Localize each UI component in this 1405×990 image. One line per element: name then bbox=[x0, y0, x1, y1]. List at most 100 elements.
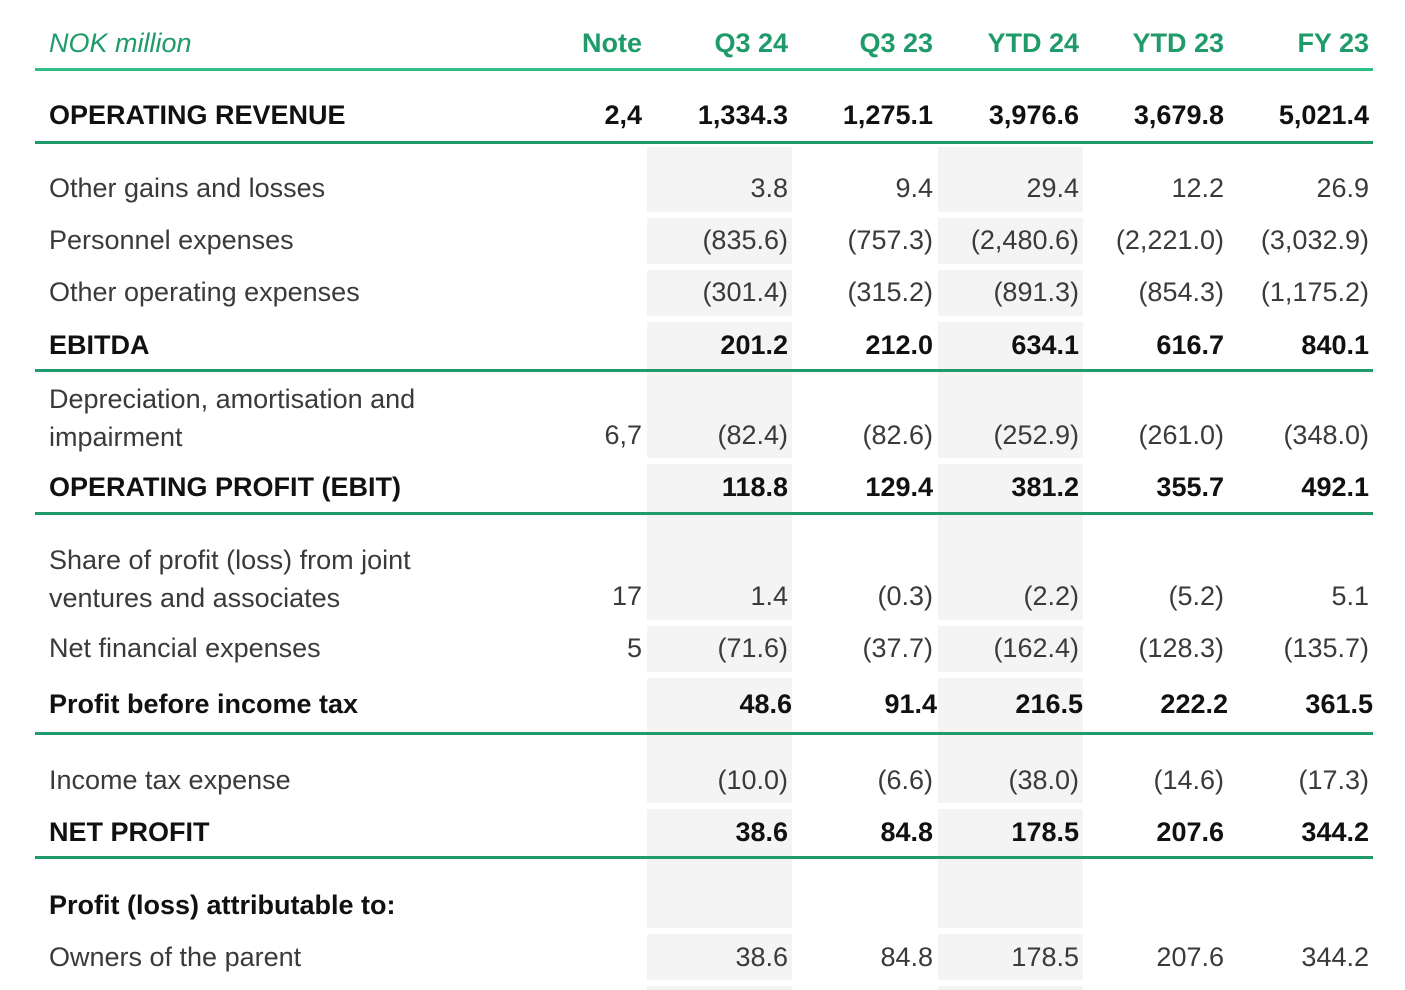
q3-24-cell: 1,334.3 bbox=[697, 100, 788, 130]
row-label: OPERATING REVENUE bbox=[49, 100, 346, 130]
ytd-24-cell: (162.4) bbox=[993, 633, 1079, 663]
q3-23-header: Q3 23 bbox=[859, 28, 933, 58]
row-gap bbox=[640, 212, 1090, 218]
q3-24-cell: (835.6) bbox=[702, 225, 788, 255]
note-cell: 6,7 bbox=[604, 420, 642, 450]
row-gap bbox=[640, 980, 1090, 986]
q3-24-cell: (301.4) bbox=[702, 277, 788, 307]
q3-23-cell: 91.4 bbox=[884, 689, 937, 719]
ytd-24-cell: 381.2 bbox=[1011, 472, 1079, 502]
fy-23-cell: 840.1 bbox=[1301, 330, 1369, 360]
ytd-24-cell: (2,480.6) bbox=[970, 225, 1079, 255]
ytd-24-cell: 178.5 bbox=[1011, 942, 1079, 972]
row-label: Other gains and losses bbox=[49, 173, 326, 203]
ytd-24-cell: (2.2) bbox=[1023, 581, 1079, 611]
fy-23-cell: 5,021.4 bbox=[1278, 100, 1369, 130]
fy-23-cell: 344.2 bbox=[1301, 942, 1369, 972]
q3-23-cell: (0.3) bbox=[877, 581, 933, 611]
q3-23-cell: 212.0 bbox=[865, 330, 933, 360]
note-cell: 17 bbox=[611, 581, 642, 611]
ytd-23-cell: (5.2) bbox=[1168, 581, 1224, 611]
q3-23-cell: (757.3) bbox=[847, 225, 933, 255]
row-label: Net financial expenses bbox=[49, 633, 321, 663]
q3-23-cell: 84.8 bbox=[880, 942, 933, 972]
q3-24-cell: 118.8 bbox=[721, 472, 788, 502]
q3-23-cell: (37.7) bbox=[862, 633, 933, 663]
q3-23-cell: 1,275.1 bbox=[842, 100, 933, 130]
ytd-24-cell: 178.5 bbox=[1011, 817, 1079, 847]
row-gap bbox=[640, 264, 1090, 270]
row-label: Income tax expense bbox=[49, 765, 291, 795]
ytd-24-cell: 216.5 bbox=[1015, 689, 1083, 719]
q3-24-column-shade bbox=[647, 147, 792, 990]
fy-23-cell: (17.3) bbox=[1298, 765, 1369, 795]
q3-24-cell: 1.4 bbox=[750, 581, 788, 611]
section-divider bbox=[35, 732, 1373, 735]
q3-23-cell: 9.4 bbox=[895, 173, 933, 203]
q3-24-cell: 201.2 bbox=[720, 330, 788, 360]
ytd-23-cell: 207.6 bbox=[1156, 817, 1224, 847]
q3-24-cell: (82.4) bbox=[717, 420, 788, 450]
q3-24-cell: 3.8 bbox=[750, 173, 788, 203]
q3-23-cell: 84.8 bbox=[880, 817, 933, 847]
row-label: Profit before income tax bbox=[49, 689, 359, 719]
q3-24-cell: 38.6 bbox=[735, 817, 788, 847]
row-label: Profit (loss) attributable to: bbox=[49, 890, 396, 920]
q3-24-cell: 48.6 bbox=[739, 689, 792, 719]
ytd-24-cell: (891.3) bbox=[993, 277, 1079, 307]
q3-24-cell: (71.6) bbox=[717, 633, 788, 663]
section-divider bbox=[35, 512, 1373, 515]
ytd-23-cell: (2,221.0) bbox=[1115, 225, 1224, 255]
ytd-24-column-shade bbox=[938, 147, 1083, 990]
row-label: NET PROFIT bbox=[49, 817, 210, 847]
ytd-24-header: YTD 24 bbox=[987, 28, 1079, 58]
fy-23-cell: 492.1 bbox=[1301, 472, 1369, 502]
ytd-23-cell: (14.6) bbox=[1153, 765, 1224, 795]
note-header: Note bbox=[582, 28, 642, 58]
ytd-23-cell: (854.3) bbox=[1138, 277, 1224, 307]
fy-23-cell: 5.1 bbox=[1331, 581, 1369, 611]
row-label: OPERATING PROFIT (EBIT) bbox=[49, 472, 401, 502]
ytd-23-cell: 355.7 bbox=[1156, 472, 1224, 502]
ytd-24-cell: 3,976.6 bbox=[988, 100, 1079, 130]
note-cell: 2,4 bbox=[604, 100, 642, 130]
ytd-23-cell: 207.6 bbox=[1156, 942, 1224, 972]
header-divider bbox=[35, 68, 1373, 71]
ytd-24-cell: (38.0) bbox=[1008, 765, 1079, 795]
section-divider bbox=[35, 369, 1373, 372]
row-label: EBITDA bbox=[49, 330, 150, 360]
ytd-23-header: YTD 23 bbox=[1132, 28, 1224, 58]
row-gap bbox=[640, 620, 1090, 626]
q3-24-cell: (10.0) bbox=[717, 765, 788, 795]
fy-23-cell: (348.0) bbox=[1283, 420, 1369, 450]
ytd-24-cell: 29.4 bbox=[1026, 173, 1079, 203]
ytd-23-cell: (128.3) bbox=[1138, 633, 1224, 663]
q3-23-cell: (82.6) bbox=[862, 420, 933, 450]
row-label: Other operating expenses bbox=[49, 277, 360, 307]
ytd-23-cell: 616.7 bbox=[1156, 330, 1224, 360]
q3-23-cell: (6.6) bbox=[877, 765, 933, 795]
section-divider bbox=[35, 856, 1373, 859]
row-gap bbox=[640, 928, 1090, 934]
ytd-23-cell: 222.2 bbox=[1160, 689, 1228, 719]
ytd-23-cell: 12.2 bbox=[1171, 173, 1224, 203]
fy-23-cell: 361.5 bbox=[1305, 689, 1373, 719]
ytd-24-cell: (252.9) bbox=[993, 420, 1079, 450]
unit-label: NOK million bbox=[49, 28, 192, 58]
row-gap bbox=[640, 803, 1090, 809]
note-cell: 5 bbox=[626, 633, 642, 663]
q3-23-cell: 129.4 bbox=[865, 472, 933, 502]
row-gap bbox=[640, 316, 1090, 322]
q3-23-cell: (315.2) bbox=[847, 277, 933, 307]
fy-23-header: FY 23 bbox=[1297, 28, 1369, 58]
row-gap bbox=[640, 672, 1090, 678]
row-label: Owners of the parent bbox=[49, 942, 302, 972]
row-label: Personnel expenses bbox=[49, 225, 294, 255]
ytd-24-cell: 634.1 bbox=[1011, 330, 1079, 360]
row-gap bbox=[640, 458, 1090, 464]
fy-23-cell: 26.9 bbox=[1316, 173, 1369, 203]
fy-23-cell: (3,032.9) bbox=[1260, 225, 1369, 255]
fy-23-cell: (1,175.2) bbox=[1260, 277, 1369, 307]
row-label: Share of profit (loss) from joint ventur… bbox=[49, 545, 411, 613]
q3-24-header: Q3 24 bbox=[714, 28, 788, 58]
